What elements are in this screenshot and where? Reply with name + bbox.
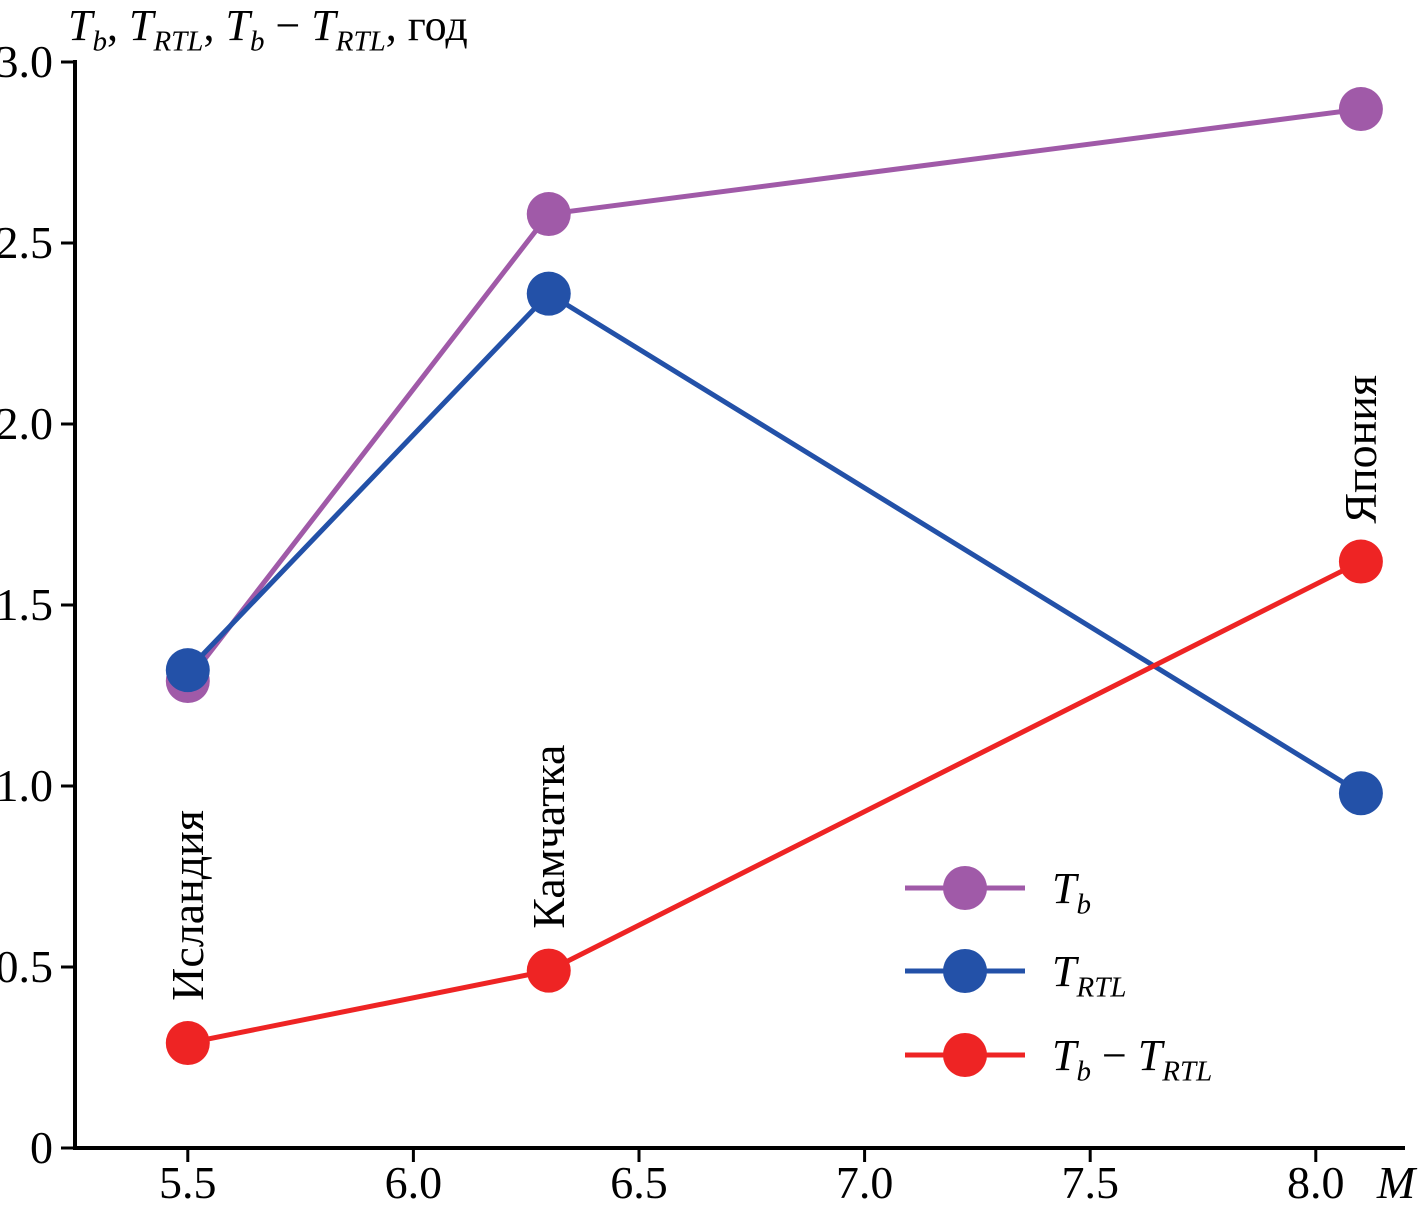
x-tick-label: 8.0 bbox=[1287, 1157, 1345, 1208]
x-tick-label: 5.5 bbox=[159, 1157, 217, 1208]
legend-swatch-marker-0 bbox=[943, 866, 987, 910]
series-marker-2 bbox=[165, 1021, 210, 1066]
series-marker-2 bbox=[1338, 539, 1383, 584]
x-tick-label: 6.5 bbox=[610, 1157, 668, 1208]
x-tick-label: 7.5 bbox=[1061, 1157, 1119, 1208]
annotation-label: Исландия bbox=[162, 810, 213, 1001]
legend-swatch-marker-2 bbox=[943, 1033, 987, 1077]
x-tick-label: 7.0 bbox=[836, 1157, 894, 1208]
series-line-2 bbox=[187, 559, 1363, 1046]
y-tick-label: 2.5 bbox=[0, 217, 53, 268]
series-marker-1 bbox=[526, 271, 571, 316]
series-marker-0 bbox=[526, 192, 571, 237]
x-tick-label: 6.0 bbox=[385, 1157, 443, 1208]
legend-label-2: Tb − TRTL bbox=[1052, 1031, 1212, 1088]
legend-swatch-marker-1 bbox=[943, 949, 987, 993]
x-axis-label: M bbox=[1376, 1157, 1418, 1208]
series-line-0 bbox=[185, 106, 1362, 683]
y-tick-label: 0.5 bbox=[0, 941, 53, 992]
series-marker-1 bbox=[165, 648, 210, 693]
chart-title: Tb, TRTL, Tb − TRTL, год bbox=[68, 1, 468, 58]
y-tick-label: 1.0 bbox=[0, 760, 53, 811]
y-tick-label: 2.0 bbox=[0, 398, 53, 449]
series-marker-0 bbox=[1338, 87, 1383, 132]
series-marker-1 bbox=[1338, 771, 1383, 816]
y-tick-label: 3.0 bbox=[0, 36, 53, 87]
annotation-label: Камчатка bbox=[523, 745, 574, 929]
y-tick-label: 0 bbox=[30, 1122, 53, 1173]
annotation-label: Япония bbox=[1335, 375, 1386, 524]
series-marker-2 bbox=[526, 948, 571, 993]
series-line-1 bbox=[185, 290, 1363, 796]
y-tick-label: 1.5 bbox=[0, 579, 53, 630]
legend-label-1: TRTL bbox=[1052, 947, 1126, 1004]
legend-label-0: Tb bbox=[1052, 864, 1091, 921]
